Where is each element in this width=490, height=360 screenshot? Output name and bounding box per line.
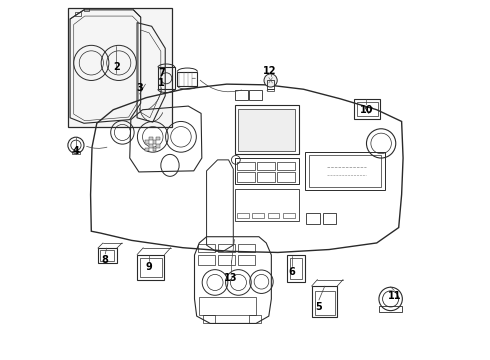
Text: 9: 9 <box>146 262 152 272</box>
Bar <box>287 255 305 282</box>
Text: 13: 13 <box>224 273 238 283</box>
Bar <box>235 158 299 184</box>
Bar <box>98 248 117 264</box>
Bar <box>156 144 160 148</box>
Bar <box>257 172 274 182</box>
Bar <box>239 109 295 151</box>
Bar <box>235 189 299 221</box>
Bar <box>283 213 295 219</box>
Bar <box>290 258 302 279</box>
Bar <box>237 162 254 171</box>
Bar <box>149 144 153 148</box>
Bar <box>156 137 160 140</box>
Bar <box>306 213 320 224</box>
Bar <box>198 255 215 265</box>
Text: 10: 10 <box>360 105 373 115</box>
Bar <box>100 250 114 261</box>
Text: 6: 6 <box>289 267 295 277</box>
Bar <box>315 291 335 315</box>
Bar <box>277 162 295 171</box>
Bar <box>140 258 162 277</box>
Bar <box>237 213 248 219</box>
Bar <box>84 8 90 11</box>
Text: 7: 7 <box>158 68 165 78</box>
Bar <box>312 286 337 317</box>
Bar <box>354 99 380 118</box>
Text: 1: 1 <box>158 78 165 88</box>
Bar <box>153 140 156 144</box>
Circle shape <box>264 74 277 87</box>
Bar <box>239 255 255 265</box>
Text: 5: 5 <box>316 302 322 312</box>
Bar <box>267 80 274 89</box>
Bar <box>357 102 378 116</box>
Bar <box>257 162 274 171</box>
Text: 2: 2 <box>113 62 120 72</box>
Bar <box>68 8 172 127</box>
Bar <box>267 89 274 91</box>
Bar <box>177 72 197 86</box>
Bar <box>235 105 299 154</box>
Bar <box>72 152 80 154</box>
Bar <box>322 213 337 224</box>
Bar <box>252 213 264 219</box>
Bar <box>249 315 261 323</box>
Text: 11: 11 <box>388 291 401 301</box>
Bar <box>305 152 385 190</box>
Bar <box>199 297 256 315</box>
Text: 4: 4 <box>73 146 79 156</box>
Text: 8: 8 <box>102 255 109 265</box>
Bar <box>149 137 153 140</box>
Bar <box>379 306 402 312</box>
Bar <box>249 90 262 100</box>
Bar <box>309 156 382 186</box>
Bar <box>218 255 235 265</box>
Bar <box>218 244 235 252</box>
Bar <box>158 67 175 89</box>
Bar <box>268 213 279 219</box>
Bar <box>75 12 81 16</box>
Text: 3: 3 <box>136 83 143 93</box>
Bar <box>146 140 149 144</box>
Bar <box>198 244 215 252</box>
Bar <box>277 172 295 182</box>
Bar <box>237 172 254 182</box>
Text: 12: 12 <box>263 66 277 76</box>
Bar <box>153 148 156 152</box>
Bar <box>146 148 149 152</box>
Bar <box>137 255 165 279</box>
Bar <box>235 90 247 100</box>
Bar <box>239 244 255 252</box>
Bar <box>203 315 215 323</box>
